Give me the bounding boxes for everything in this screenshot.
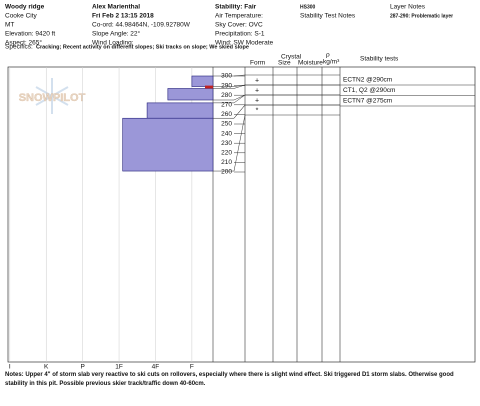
grain-form: + xyxy=(255,97,259,104)
layer-connector xyxy=(213,104,340,119)
grain-form: * xyxy=(256,107,259,114)
header-field: Wind: SW Moderate xyxy=(215,40,274,47)
depth-tick-label: 270 xyxy=(221,102,232,109)
depth-tick-label: 280 xyxy=(221,92,232,99)
layer-connector xyxy=(213,74,340,77)
notes-text: Upper 4" of storm slab very reactive to … xyxy=(5,372,454,387)
hardness-tick-label: 4F xyxy=(152,364,160,370)
watermark: SNOWPILOT xyxy=(19,92,86,104)
form-header: Form xyxy=(250,60,265,67)
grain-form: + xyxy=(255,87,259,94)
snow-profile: HS300 Stability Test Notes Layer Notes S… xyxy=(5,4,476,371)
depth-tick-label: 260 xyxy=(221,111,232,118)
grain-form: + xyxy=(255,77,259,84)
problem-layer xyxy=(205,85,213,89)
header-field: Precipitation: S-1 xyxy=(215,31,265,38)
header-field: Elevation: 9420 ft xyxy=(5,31,55,38)
specifics-label: Specifics: xyxy=(5,44,33,51)
header-field: Slope Angle: 22° xyxy=(92,30,141,38)
stability-test: ECTN2 @290cm xyxy=(343,77,392,84)
notes-label: Notes: xyxy=(5,372,24,378)
hs: HS300 xyxy=(300,4,316,10)
header-field: Co-ord: 44.98464N, -109.92780W xyxy=(92,22,191,29)
layer-connector xyxy=(213,114,340,172)
density-unit: kg/m³ xyxy=(323,59,340,66)
hardness-tick-label: K xyxy=(44,364,49,370)
hardness-tick-label: F xyxy=(190,364,194,370)
header-field: Stability: Fair xyxy=(215,4,257,11)
hardness-bar xyxy=(146,102,214,119)
hardness-bar xyxy=(191,75,214,87)
stability-test-notes: Stability Test Notes xyxy=(300,13,356,20)
header-field: Sky Cover: OVC xyxy=(215,22,263,29)
header-field: Alex Marienthal xyxy=(92,4,140,11)
layer-note: 287-290: Problematic layer xyxy=(390,13,453,19)
hardness-bar xyxy=(167,88,214,101)
layer-notes-title: Layer Notes xyxy=(390,4,426,11)
moisture-header: Moisture xyxy=(298,60,323,67)
depth-tick-label: 230 xyxy=(221,140,232,147)
logo-snowflake xyxy=(35,78,69,114)
hardness-tick-label: 1F xyxy=(115,364,123,370)
frame xyxy=(7,66,476,363)
rho-header: ρ xyxy=(326,52,330,59)
hardness-bar xyxy=(122,117,214,172)
hardness-tick-label: P xyxy=(80,364,84,370)
stability-test: ECTN7 @275cm xyxy=(343,98,392,105)
header-field: MT xyxy=(5,22,14,29)
depth-tick-label: 240 xyxy=(221,130,232,137)
specifics: Cracking; Recent activity on different s… xyxy=(36,44,249,50)
depth-tick-label: 200 xyxy=(221,169,232,176)
header-field: Cooke City xyxy=(5,13,38,20)
layer-connector xyxy=(213,94,340,101)
header-field: Aspect: 265° xyxy=(5,39,42,47)
stability-tests-header: Stability tests xyxy=(360,56,399,63)
layer-connector xyxy=(213,94,340,104)
header-field: Wind Loading: xyxy=(92,40,134,47)
crystal-header: Crystal xyxy=(281,54,302,61)
notes: Notes: Upper 4" of storm slab very react… xyxy=(5,371,475,389)
depth-tick-label: 250 xyxy=(221,121,232,128)
depth-tick-label: 290 xyxy=(221,82,232,89)
header-field: Fri Feb 2 13:15 2018 xyxy=(92,13,154,20)
layer-connector xyxy=(213,104,340,119)
hardness-tick-label: I xyxy=(9,364,11,370)
depth-tick-label: 210 xyxy=(221,159,232,166)
table-dividers xyxy=(212,67,341,362)
layer-connector xyxy=(213,84,340,89)
stability-test: CT1, Q2 @290cm xyxy=(343,87,395,94)
depth-tick-label: 220 xyxy=(221,150,232,157)
size-header: Size xyxy=(278,60,291,67)
header-field: Woody ridge xyxy=(5,4,45,11)
header-field: Air Temperature: xyxy=(215,13,263,20)
